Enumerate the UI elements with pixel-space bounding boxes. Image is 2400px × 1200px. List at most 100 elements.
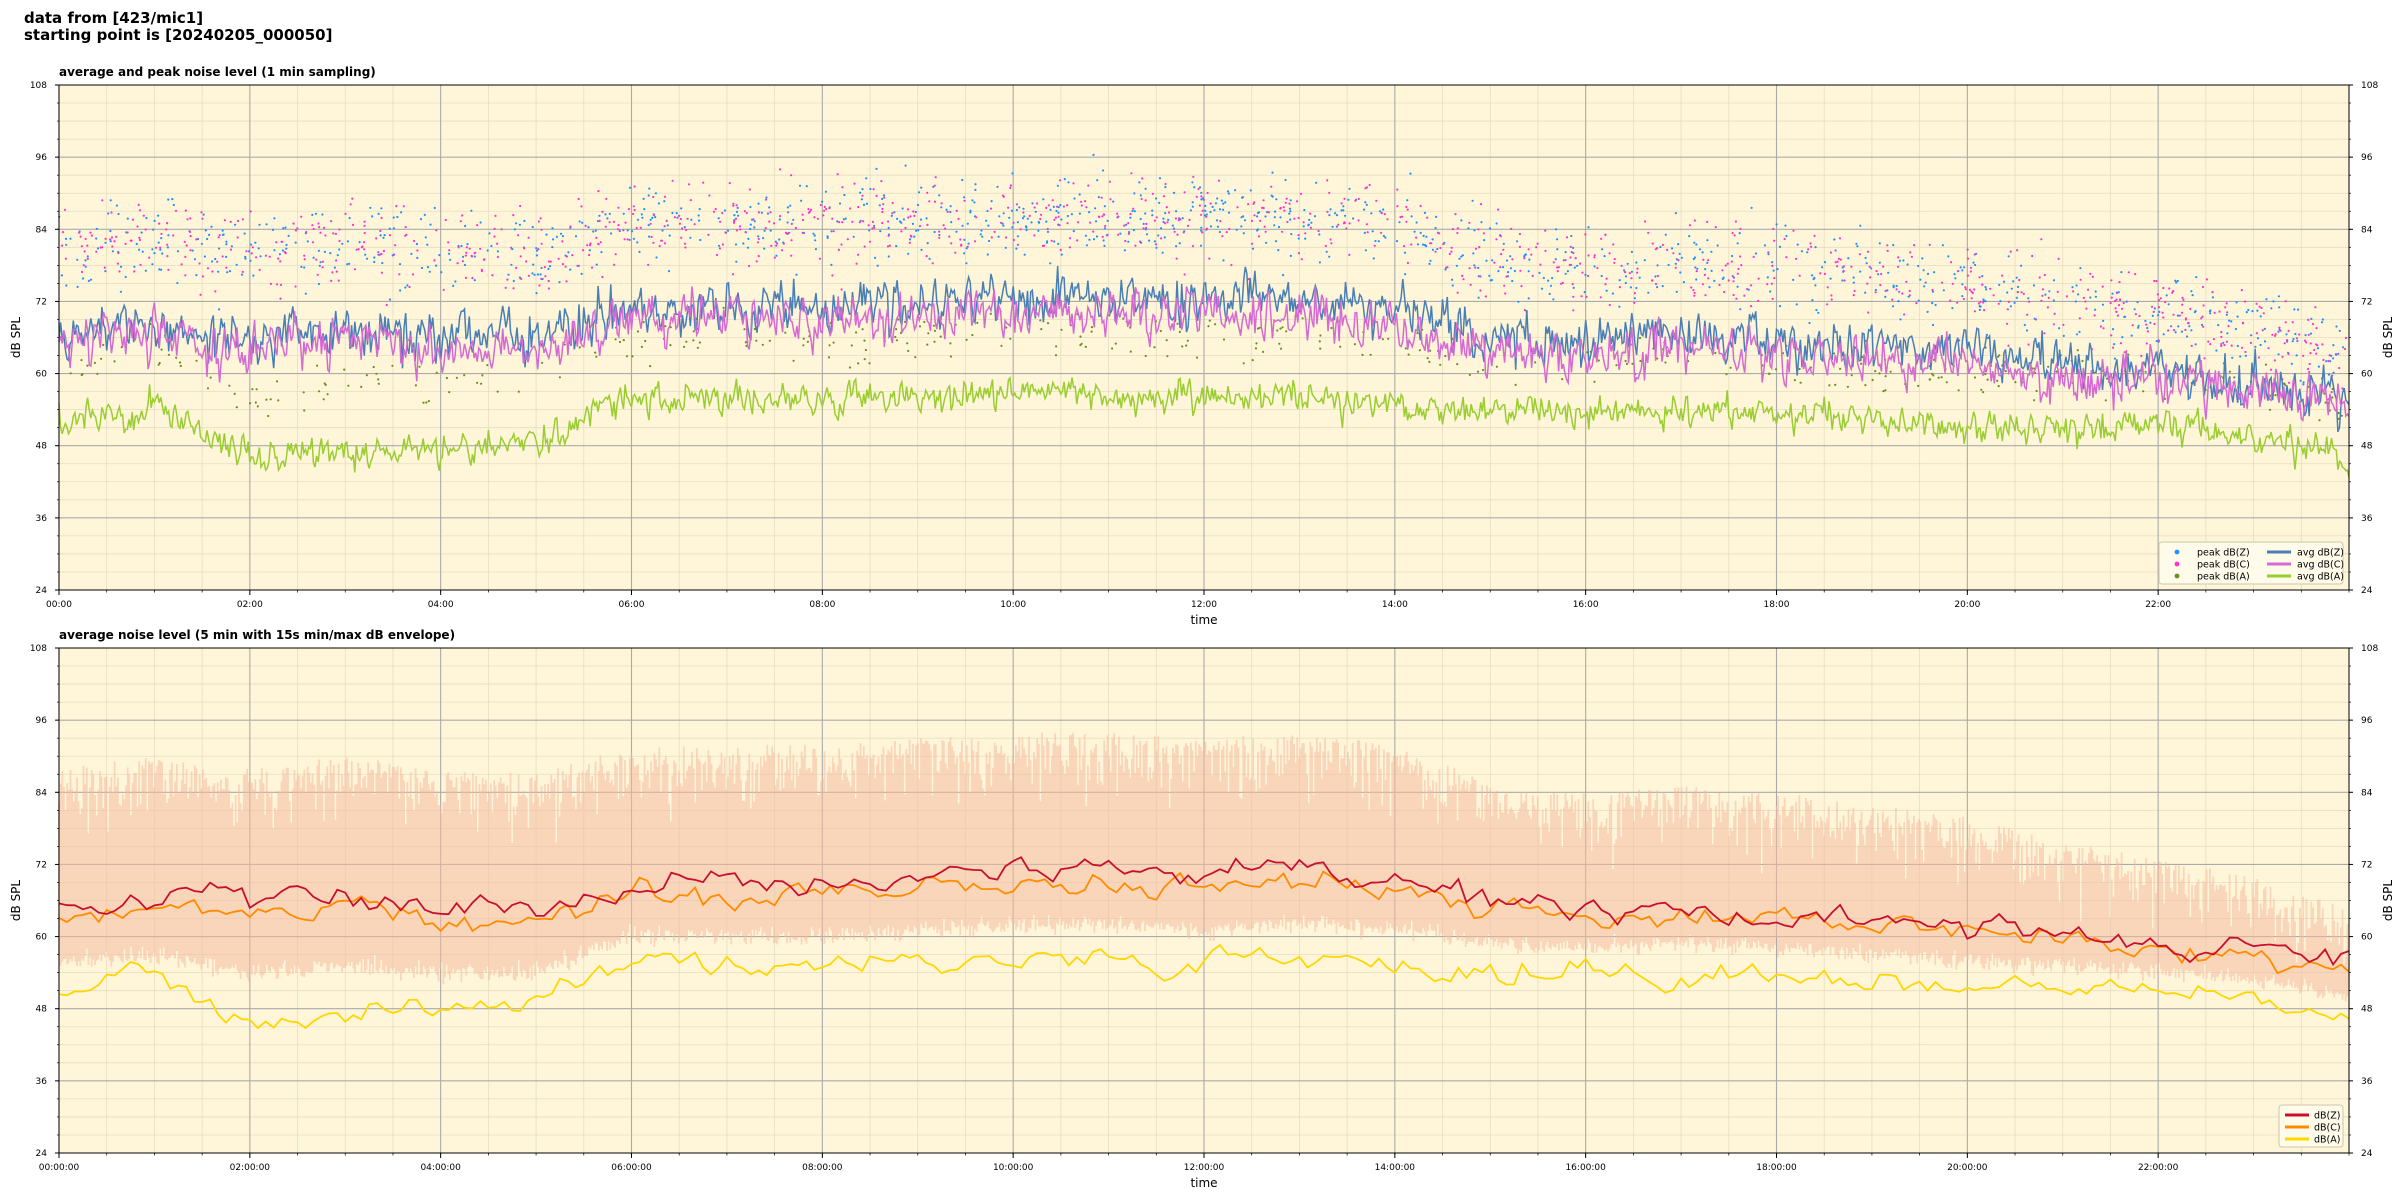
- peak-point: [1416, 332, 1419, 335]
- peak-point: [1057, 215, 1060, 218]
- peak-point: [1413, 230, 1416, 233]
- peak-point: [1062, 205, 1065, 208]
- peak-point: [2146, 330, 2149, 333]
- peak-point: [769, 211, 772, 214]
- peak-point: [2014, 381, 2017, 384]
- peak-point: [1368, 183, 1371, 187]
- peak-point: [1435, 215, 1438, 218]
- peak-point: [1555, 228, 1558, 231]
- peak-point: [2341, 387, 2344, 390]
- peak-point: [1205, 215, 1208, 218]
- peak-point: [1066, 204, 1069, 207]
- peak-point: [1520, 285, 1523, 288]
- peak-point: [1852, 276, 1855, 279]
- peak-point: [1205, 227, 1208, 230]
- peak-point: [398, 263, 402, 266]
- peak-point: [527, 236, 530, 239]
- peak-point: [1969, 270, 1972, 273]
- peak-point: [1951, 307, 1954, 310]
- peak-point: [1942, 289, 1945, 292]
- peak-point: [597, 243, 600, 246]
- peak-point: [1279, 207, 1282, 210]
- peak-point: [698, 208, 701, 211]
- series-peak-db-z-: [58, 153, 2345, 405]
- peak-point: [763, 247, 766, 250]
- peak-point: [640, 213, 643, 216]
- peak-point: [221, 233, 225, 236]
- peak-point: [533, 273, 536, 276]
- peak-point: [2308, 362, 2311, 366]
- peak-point: [1511, 258, 1514, 261]
- peak-point: [830, 230, 833, 233]
- peak-markers: [58, 153, 2348, 422]
- peak-point: [275, 380, 279, 383]
- peak-point: [2231, 356, 2234, 359]
- peak-point: [104, 270, 107, 273]
- peak-point: [326, 393, 329, 396]
- peak-point: [1823, 272, 1826, 275]
- peak-point: [728, 182, 731, 185]
- peak-point: [945, 208, 948, 211]
- peak-point: [1871, 378, 1874, 382]
- peak-point: [831, 274, 834, 277]
- peak-point: [1138, 240, 1142, 243]
- peak-point: [303, 258, 306, 261]
- peak-point: [1022, 211, 1025, 214]
- peak-point: [748, 264, 751, 268]
- peak-point: [1675, 290, 1678, 293]
- peak-point: [1874, 370, 1877, 373]
- peak-point: [1154, 243, 1158, 246]
- peak-point: [1656, 357, 1659, 360]
- peak-point: [2044, 293, 2047, 296]
- peak-point: [1089, 221, 1092, 224]
- peak-point: [1249, 189, 1252, 192]
- peak-point: [1379, 231, 1383, 234]
- peak-point: [1973, 310, 1976, 313]
- peak-point: [1165, 339, 1168, 342]
- peak-point: [358, 241, 361, 244]
- peak-point: [2302, 383, 2305, 386]
- y-tick-label: 60: [36, 370, 48, 380]
- peak-point: [1016, 235, 1020, 238]
- peak-point: [1328, 255, 1331, 258]
- peak-point: [1144, 187, 1147, 190]
- peak-point: [2016, 285, 2020, 288]
- peak-point: [1051, 199, 1054, 202]
- peak-point: [2240, 289, 2243, 292]
- peak-point: [881, 221, 884, 225]
- peak-point: [1636, 267, 1639, 270]
- peak-point: [1054, 354, 1058, 357]
- peak-point: [1922, 269, 1925, 272]
- peak-point: [926, 242, 929, 245]
- peak-point: [584, 224, 587, 227]
- peak-point: [1405, 220, 1408, 223]
- peak-point: [1611, 292, 1614, 295]
- peak-point: [1395, 240, 1399, 243]
- peak-point: [1493, 261, 1496, 264]
- peak-point: [1479, 275, 1482, 278]
- peak-point: [1833, 352, 1836, 355]
- peak-point: [2309, 352, 2312, 355]
- peak-point: [940, 202, 943, 205]
- peak-point: [1428, 360, 1431, 363]
- peak-point: [1266, 211, 1269, 214]
- peak-point: [1798, 367, 1801, 371]
- peak-point: [897, 318, 900, 321]
- y-tick-label-right: 84: [2361, 225, 2373, 235]
- peak-point: [1672, 252, 1675, 255]
- peak-point: [819, 203, 823, 207]
- peak-point: [103, 266, 106, 269]
- peak-point: [1880, 272, 1883, 276]
- peak-point: [1982, 301, 1985, 304]
- peak-point: [527, 274, 531, 277]
- peak-point: [1202, 198, 1205, 201]
- peak-point: [183, 240, 186, 243]
- peak-point: [927, 332, 930, 335]
- peak-point: [973, 201, 976, 204]
- peak-point: [1040, 213, 1043, 216]
- peak-point: [1557, 266, 1560, 269]
- peak-point: [987, 239, 991, 243]
- peak-point: [639, 226, 642, 229]
- peak-point: [879, 230, 882, 233]
- peak-point: [2186, 335, 2189, 338]
